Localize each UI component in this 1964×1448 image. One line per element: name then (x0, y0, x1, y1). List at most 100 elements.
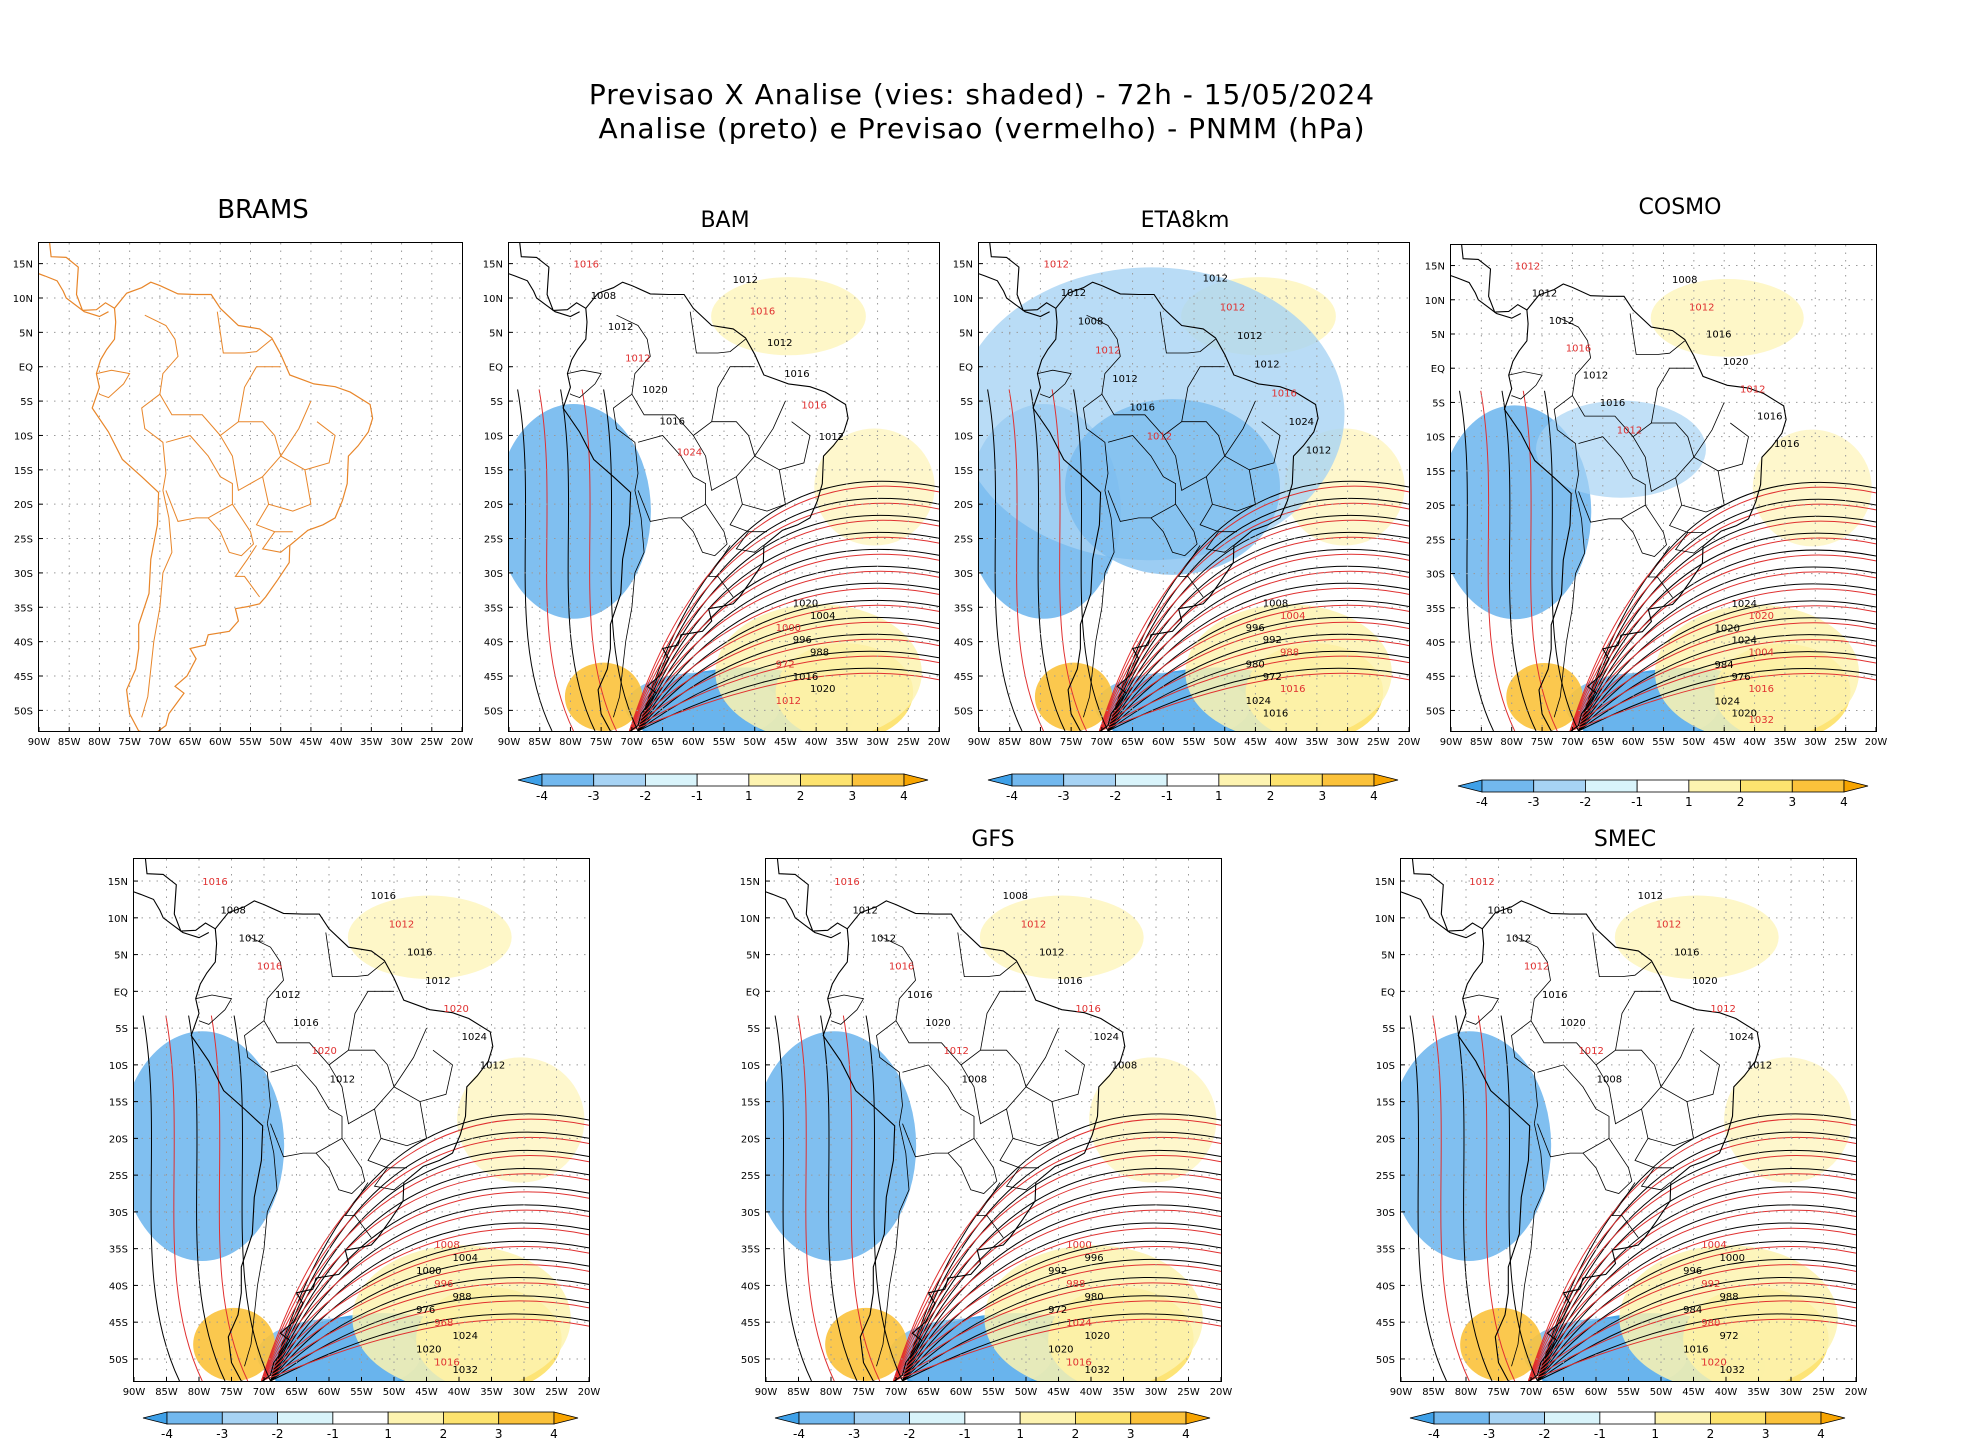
bias-shade (134, 1031, 285, 1261)
forecast-isobar (1477, 1015, 1516, 1381)
colorbar-segment (1166, 773, 1220, 787)
contour-label: 1024 (677, 448, 702, 459)
longitude-tick-label: 65W (1552, 1387, 1575, 1398)
analysis-isobar (270, 1113, 589, 1381)
analysis-isobar (188, 1015, 226, 1381)
longitude-tick-label: 45W (1244, 737, 1267, 748)
latitude-tick-label: 20S (109, 1134, 128, 1145)
longitude-tick-label: 80W (1455, 1387, 1478, 1398)
latitude-tick-label: 20S (1426, 501, 1445, 512)
contour-label: 1012 (1638, 891, 1663, 902)
analysis-isobar (1107, 531, 1409, 731)
colorbar-segment (909, 1411, 966, 1425)
country-border (827, 994, 865, 1025)
forecast-isobar (1569, 588, 1876, 731)
longitude-tick-label: 90W (1440, 737, 1463, 748)
colorbar-segment (1688, 779, 1741, 793)
longitude-tick-label: 40W (1715, 1387, 1738, 1398)
contour-label: 984 (1683, 1305, 1702, 1316)
contour-label: 1008 (1672, 275, 1697, 286)
map-canvas: 1012 1008 1012 1012 1012 1016 1016 1020 1012 1012… (1425, 245, 1887, 748)
colorbar-segment (277, 1411, 334, 1425)
latitude-tick-label: 30S (14, 569, 33, 580)
colorbar-segment (142, 1411, 168, 1425)
colorbar-segment (541, 773, 595, 787)
longitude-tick-label: 25W (897, 737, 920, 748)
longitude-tick-label: 90W (1390, 1387, 1413, 1398)
contour-label: 1016 (784, 369, 809, 380)
contour-label: 1008 (1263, 599, 1288, 610)
panel-title: GFS (971, 827, 1015, 852)
latitude-tick-label: 20S (14, 500, 33, 511)
latitude-tick-label: 30S (484, 569, 503, 580)
latitude-tick-label: 50S (1426, 706, 1445, 717)
analysis-isobar (1107, 480, 1409, 731)
forecast-isobar (1480, 390, 1516, 731)
latitude-tick-label: 5N (746, 951, 760, 962)
country-border (1578, 436, 1646, 523)
central-america-outline (989, 243, 1057, 311)
colorbar-segment (1544, 1411, 1601, 1425)
country-border (1511, 1123, 1545, 1367)
country-border (1632, 422, 1695, 493)
colorbar-segment (221, 1411, 278, 1425)
latitude-tick-label: 40S (954, 638, 973, 649)
latitude-tick-label: 5N (1431, 330, 1445, 341)
forecast-isobar (260, 1118, 589, 1381)
latitude-tick-label: 10S (14, 431, 33, 442)
longitude-tick-label: 55W (713, 737, 736, 748)
colorbar-label: -3 (1483, 1427, 1495, 1441)
country-border (1199, 503, 1237, 533)
contour-label: 1012 (239, 933, 264, 944)
colorbar-segment (1710, 1411, 1767, 1425)
latitude-tick-label: 20S (741, 1134, 760, 1145)
latitude-tick-label: 15S (1376, 1098, 1395, 1109)
longitude-tick-label: 55W (982, 1387, 1005, 1398)
forecast-isobar (1527, 1209, 1856, 1381)
colorbar-label: -3 (1528, 795, 1540, 809)
bias-shade (347, 895, 512, 980)
analysis-isobar (902, 1259, 1221, 1381)
forecast-isobar (1527, 1173, 1856, 1381)
latitude-tick-label: 5S (490, 397, 503, 408)
longitude-tick-label: 60W (1585, 1387, 1608, 1398)
colorbar-label: -1 (1161, 789, 1173, 803)
country-border (1553, 395, 1579, 492)
forecast-isobar (842, 1015, 881, 1381)
contour-label: 1008 (1003, 891, 1028, 902)
bias-shade (766, 1031, 917, 1261)
country-border (216, 311, 273, 354)
colorbar-segment (1843, 779, 1869, 793)
forecast-isobar (1099, 638, 1409, 731)
contour-label: 996 (1683, 1266, 1702, 1277)
longitude-tick-label: 25W (1834, 737, 1857, 748)
analysis-isobar (270, 1168, 589, 1381)
analysis-isobar (1578, 481, 1876, 731)
colorbar-bam: -4 -3 -2 -1 1 2 3 4 (517, 770, 929, 810)
contour-label: 1020 (443, 1004, 468, 1015)
country-border (373, 1167, 404, 1191)
country-border (957, 932, 1017, 977)
analysis-isobar (1578, 498, 1876, 731)
country-border (876, 1123, 910, 1367)
forecast-isobar (628, 604, 939, 731)
country-border (1634, 1138, 1674, 1169)
colorbar-segment (1820, 1411, 1846, 1425)
forecast-isobar (260, 1246, 589, 1381)
longitude-tick-label: 75W (1060, 737, 1083, 748)
colorbar-segment (1533, 779, 1586, 793)
latitude-tick-label: 10N (1425, 296, 1445, 307)
latitude-tick-label: EQ (19, 363, 33, 374)
country-border (315, 1138, 366, 1194)
latitude-tick-label: 25S (1376, 1171, 1395, 1182)
latitude-tick-label: 40S (1376, 1281, 1395, 1292)
analysis-isobar (270, 1313, 589, 1381)
country-border (1107, 435, 1176, 522)
forecast-isobar (1098, 587, 1409, 731)
longitude-tick-label: 25W (1812, 1387, 1835, 1398)
latitude-tick-label: 15S (109, 1098, 128, 1109)
contour-label: 1012 (1656, 919, 1681, 930)
colorbar-label: 4 (1840, 795, 1848, 809)
longitude-tick-label: 30W (1145, 1387, 1168, 1398)
forecast-isobar (260, 1173, 589, 1381)
